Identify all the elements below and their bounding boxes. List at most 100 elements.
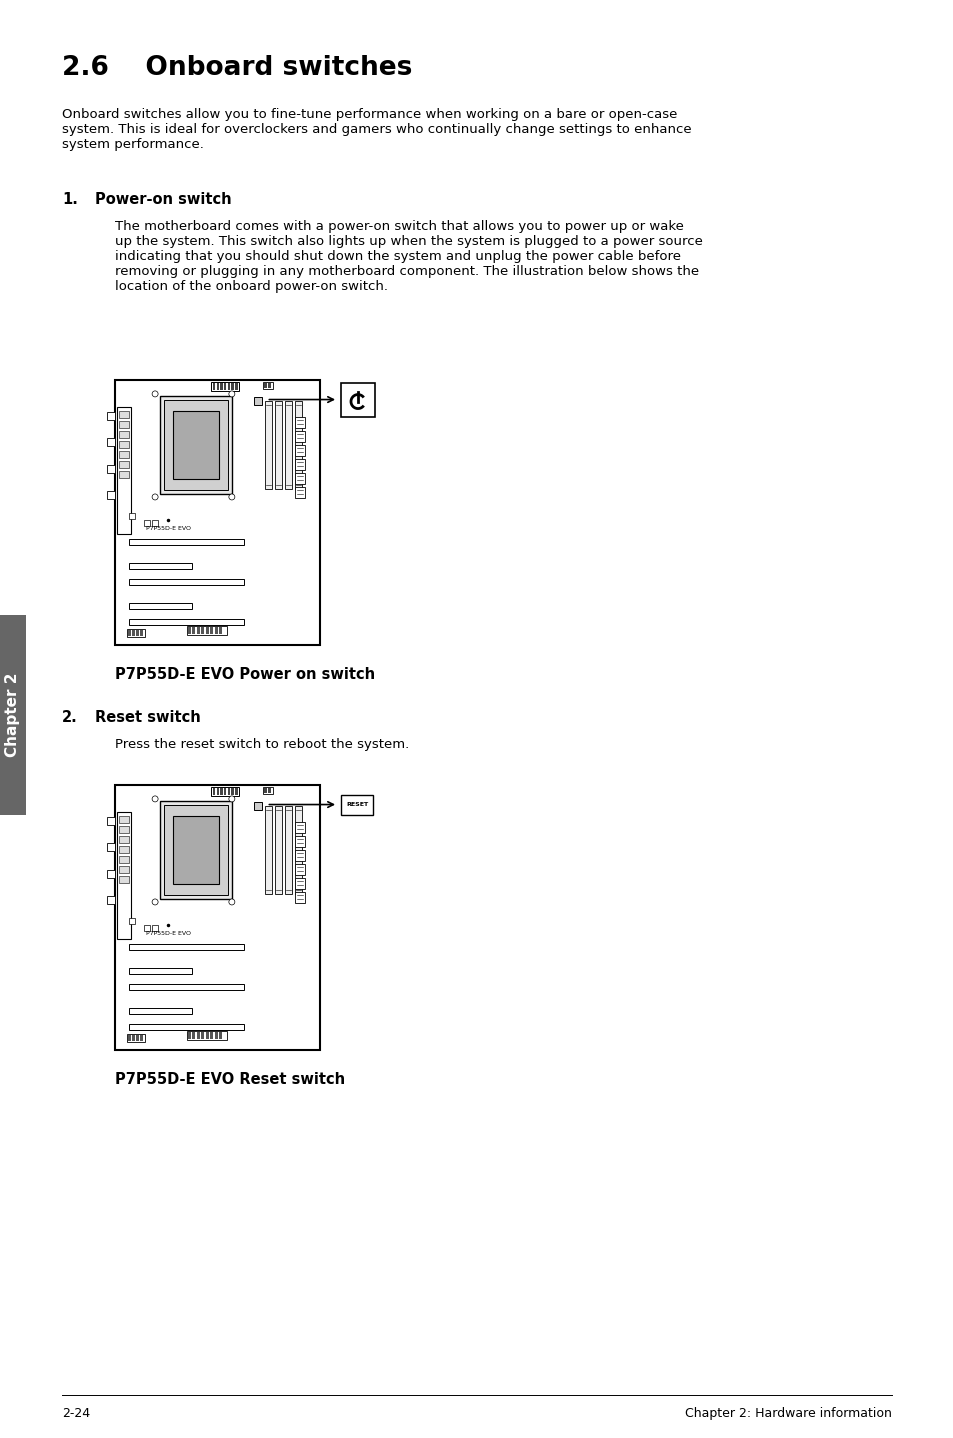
Bar — [127, 1034, 145, 1043]
Bar — [187, 627, 227, 636]
Bar — [107, 492, 115, 499]
Bar — [263, 788, 266, 792]
Circle shape — [152, 493, 158, 500]
Bar — [130, 1024, 244, 1030]
Bar — [119, 450, 129, 457]
Bar — [220, 383, 222, 390]
Bar — [132, 630, 135, 636]
Text: Onboard switches allow you to fine-tune performance when working on a bare or op: Onboard switches allow you to fine-tune … — [62, 108, 691, 151]
Bar — [130, 618, 244, 626]
Bar — [160, 801, 232, 899]
Bar — [224, 383, 226, 390]
Bar — [117, 811, 131, 939]
Bar — [115, 785, 319, 1050]
Text: Chapter 2: Hardware information: Chapter 2: Hardware information — [684, 1406, 891, 1419]
Bar — [212, 787, 239, 797]
Bar — [295, 431, 305, 441]
Text: Reset switch: Reset switch — [95, 710, 200, 725]
Bar — [193, 1032, 195, 1040]
Bar — [264, 401, 272, 489]
Text: P7P55D-E EVO Reset switch: P7P55D-E EVO Reset switch — [115, 1071, 345, 1087]
Bar — [107, 896, 115, 905]
Bar — [188, 1032, 191, 1040]
Bar — [128, 630, 132, 636]
Circle shape — [229, 493, 234, 500]
Bar — [295, 879, 305, 889]
Bar — [295, 864, 305, 876]
Bar — [119, 470, 129, 477]
Bar — [295, 835, 305, 847]
Circle shape — [229, 899, 234, 905]
Bar — [132, 1035, 135, 1041]
Bar — [119, 846, 129, 853]
Text: 2-24: 2-24 — [62, 1406, 90, 1419]
Bar — [294, 401, 301, 489]
Bar — [228, 383, 230, 390]
FancyBboxPatch shape — [340, 795, 373, 814]
Bar — [206, 1032, 209, 1040]
Bar — [144, 521, 150, 526]
Bar — [140, 1035, 143, 1041]
Bar — [107, 439, 115, 446]
Bar — [172, 815, 218, 884]
Bar — [216, 383, 219, 390]
Bar — [262, 787, 273, 794]
Bar — [232, 383, 233, 390]
Bar — [206, 627, 209, 634]
FancyBboxPatch shape — [340, 383, 375, 417]
Bar — [295, 823, 305, 833]
Bar — [187, 1031, 227, 1041]
Bar — [136, 630, 139, 636]
Bar — [164, 400, 228, 490]
Bar — [268, 383, 271, 388]
Bar — [119, 825, 129, 833]
Bar — [130, 984, 244, 989]
Bar — [234, 788, 237, 795]
Bar — [140, 630, 143, 636]
Bar — [130, 539, 244, 545]
Bar — [284, 401, 292, 489]
Bar — [107, 870, 115, 877]
Bar — [228, 788, 230, 795]
Bar — [254, 397, 262, 404]
Bar — [295, 850, 305, 861]
Bar — [119, 856, 129, 863]
Bar — [210, 627, 213, 634]
Bar — [136, 1035, 139, 1041]
Text: Press the reset switch to reboot the system.: Press the reset switch to reboot the sys… — [115, 738, 409, 751]
Bar — [295, 459, 305, 470]
Bar — [295, 487, 305, 498]
Bar — [214, 627, 217, 634]
Bar — [213, 788, 215, 795]
Bar — [130, 1008, 193, 1014]
Bar — [130, 943, 244, 951]
Bar — [144, 926, 150, 932]
Bar — [232, 788, 233, 795]
Bar — [130, 564, 193, 569]
Bar — [117, 407, 131, 533]
Circle shape — [229, 795, 234, 802]
Bar — [224, 788, 226, 795]
Bar — [107, 843, 115, 851]
Bar — [254, 801, 262, 810]
Bar — [119, 420, 129, 427]
Bar — [210, 1032, 213, 1040]
Text: 2.6    Onboard switches: 2.6 Onboard switches — [62, 55, 412, 81]
Bar — [234, 383, 237, 390]
Bar — [220, 788, 222, 795]
Bar — [263, 383, 266, 388]
Bar — [172, 411, 218, 479]
Bar — [127, 628, 145, 637]
Bar — [268, 788, 271, 792]
Bar — [201, 627, 204, 634]
Text: P7P55D-E EVO: P7P55D-E EVO — [146, 930, 191, 936]
Bar — [119, 430, 129, 437]
Bar — [130, 968, 193, 974]
Bar — [295, 446, 305, 456]
Bar — [212, 383, 239, 391]
Bar — [216, 788, 219, 795]
Bar — [119, 815, 129, 823]
Bar — [196, 1032, 199, 1040]
Bar — [107, 411, 115, 420]
Bar — [119, 440, 129, 447]
